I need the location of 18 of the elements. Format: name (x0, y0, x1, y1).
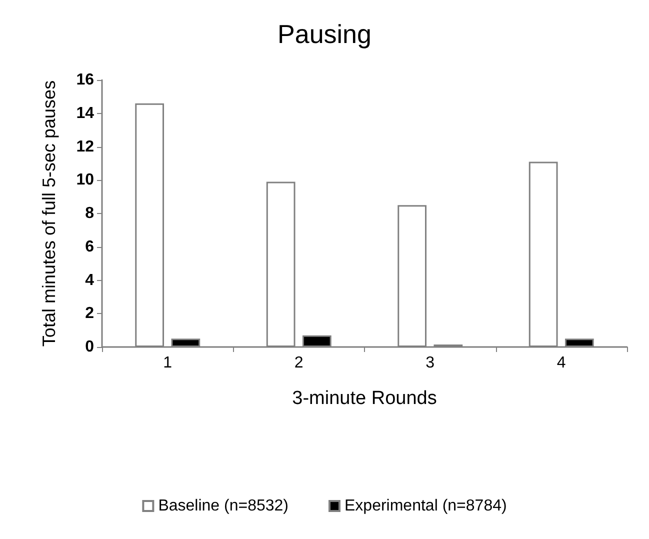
y-tick-label: 6 (85, 238, 94, 256)
x-tick-label: 1 (163, 354, 172, 372)
y-axis-title: Total minutes of full 5-sec pauses (39, 80, 59, 347)
chart-title: Pausing (278, 19, 372, 49)
y-tick-label: 2 (85, 305, 94, 322)
y-tick-label: 14 (76, 104, 94, 122)
y-tick-label: 8 (85, 205, 94, 222)
y-tick-label: 4 (85, 272, 94, 289)
y-tick-label: 0 (85, 338, 94, 356)
x-tick-label: 3 (426, 354, 435, 372)
x-tick-label: 4 (556, 354, 566, 372)
legend-label: Baseline (n=8532) (158, 498, 288, 514)
y-tick-label: 16 (76, 72, 94, 88)
y-tick-label: 12 (76, 138, 94, 156)
x-axis-title: 3-minute Rounds (292, 388, 437, 409)
legend-label: Experimental (n=8784) (344, 498, 507, 514)
y-tick-label: 10 (76, 172, 94, 189)
x-tick-label: 2 (294, 354, 304, 372)
